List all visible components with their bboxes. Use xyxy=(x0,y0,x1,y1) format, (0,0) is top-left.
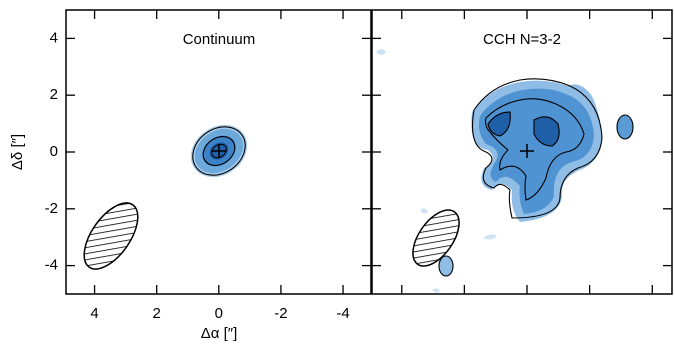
y-tick-label: 0 xyxy=(50,143,58,160)
beam xyxy=(404,202,469,274)
x-tick-label: -2 xyxy=(274,305,287,322)
x-tick-label: 4 xyxy=(90,305,98,322)
x-tick-label: -4 xyxy=(336,305,349,322)
emission xyxy=(617,115,633,139)
continuum-map xyxy=(74,114,258,278)
beam xyxy=(74,194,149,278)
x-axis-label: Δα [″] xyxy=(201,325,238,342)
cch-map xyxy=(376,49,633,293)
y-tick-label: -2 xyxy=(45,200,58,217)
figure: Continuum CCH N=3-2 Δα [″] Δδ [″] 4 2 0 -2 -… xyxy=(0,0,674,347)
panel-title: CCH N=3-2 xyxy=(483,31,561,48)
y-tick-label: 4 xyxy=(50,29,58,46)
y-tick-label: -4 xyxy=(45,257,58,274)
x-tick-label: 0 xyxy=(215,305,223,322)
panel-title: Continuum xyxy=(183,31,256,48)
y-axis-label: Δδ [″] xyxy=(9,134,26,170)
x-tick-label: 2 xyxy=(153,305,161,322)
y-tick-label: 2 xyxy=(50,86,58,103)
emission xyxy=(439,256,453,276)
